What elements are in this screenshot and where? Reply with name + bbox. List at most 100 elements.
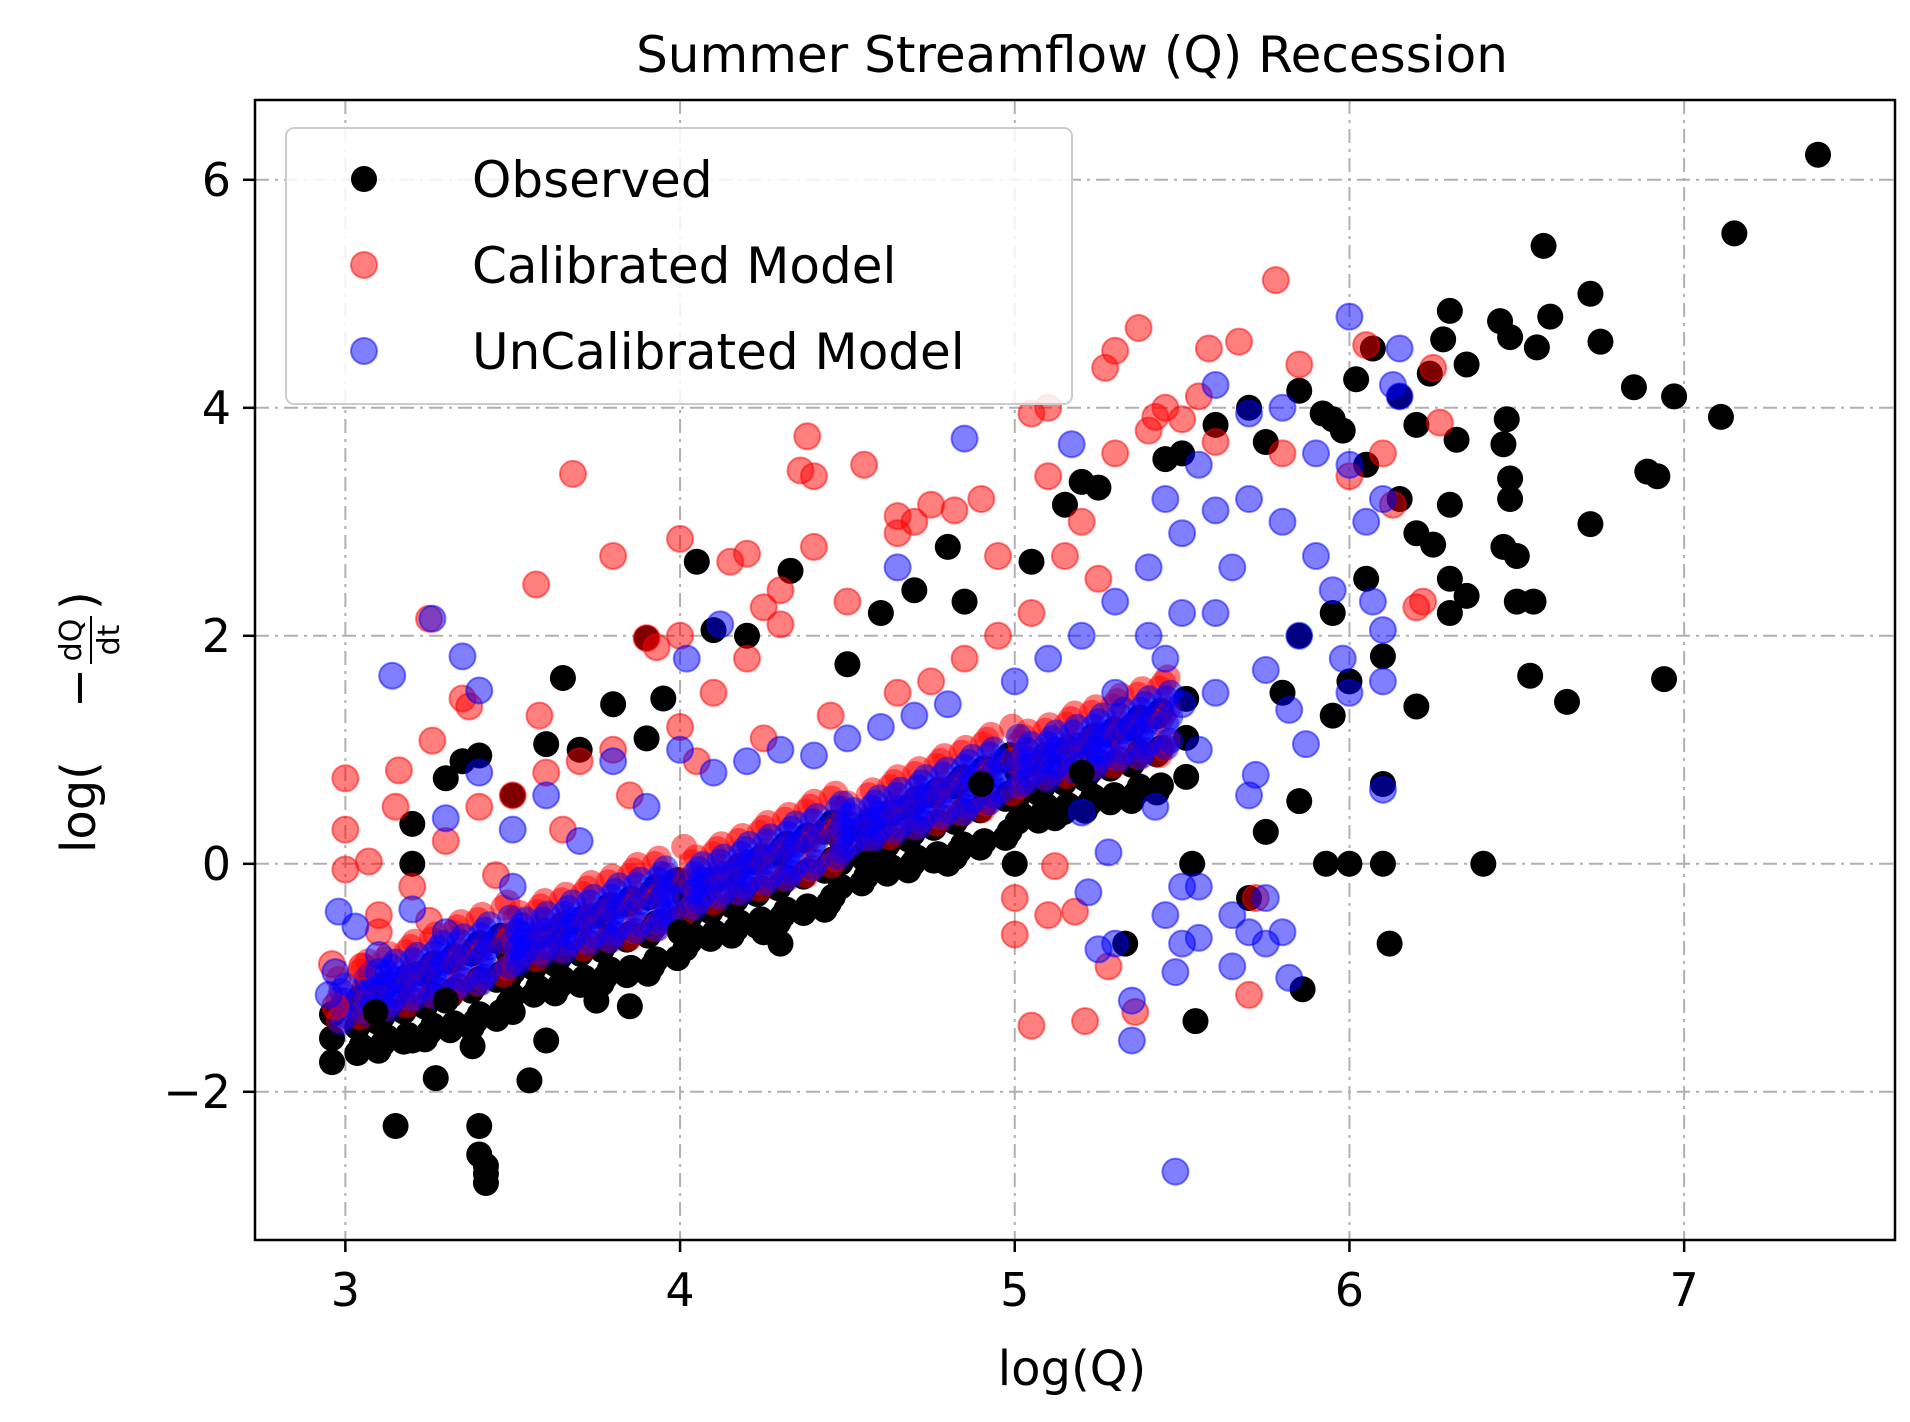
data-point bbox=[1184, 735, 1213, 764]
data-point bbox=[1051, 491, 1078, 518]
data-point bbox=[1453, 351, 1480, 378]
trend-band-point bbox=[530, 906, 557, 933]
trend-band-point bbox=[827, 873, 854, 900]
data-point bbox=[1117, 1026, 1146, 1055]
trend-band-point bbox=[1060, 719, 1087, 746]
data-point bbox=[850, 450, 879, 479]
data-point bbox=[1218, 553, 1247, 582]
trend-band-point bbox=[421, 940, 448, 967]
legend-frame bbox=[285, 127, 1073, 405]
data-point bbox=[558, 459, 587, 488]
data-point bbox=[459, 1033, 486, 1060]
data-point bbox=[1409, 587, 1438, 616]
trend-band-point bbox=[718, 922, 745, 949]
data-point bbox=[1252, 818, 1279, 845]
data-point bbox=[766, 610, 795, 639]
data-point bbox=[448, 642, 477, 671]
data-point bbox=[599, 747, 628, 776]
legend-label-observed: Observed bbox=[472, 151, 713, 209]
data-point bbox=[1241, 760, 1270, 789]
data-point bbox=[1385, 382, 1414, 411]
data-point bbox=[1490, 431, 1517, 458]
data-point bbox=[431, 918, 460, 947]
x-axis-ticks: 3 4 5 6 7 bbox=[331, 1240, 1699, 1317]
trend-band-point bbox=[883, 800, 910, 827]
data-point bbox=[1493, 406, 1520, 433]
trend-band-point bbox=[660, 868, 687, 895]
data-point bbox=[472, 1170, 499, 1196]
trend-band-point bbox=[774, 820, 801, 847]
trend-band-point bbox=[567, 971, 594, 998]
data-point bbox=[666, 735, 695, 764]
trend-band-point bbox=[728, 860, 755, 887]
trend-band-point bbox=[1118, 787, 1145, 814]
data-point bbox=[1644, 463, 1671, 490]
data-points bbox=[314, 141, 1832, 1196]
y-tick-label: 6 bbox=[202, 153, 231, 207]
data-point bbox=[432, 987, 459, 1014]
data-point bbox=[1101, 678, 1130, 707]
y-axis-label-suffix: ) bbox=[51, 591, 107, 610]
data-point bbox=[834, 651, 861, 678]
data-point bbox=[1084, 935, 1113, 964]
data-point bbox=[833, 724, 862, 753]
data-point bbox=[1034, 901, 1063, 930]
data-point bbox=[934, 850, 961, 877]
trend-band-point bbox=[597, 883, 624, 910]
data-point bbox=[1251, 884, 1280, 912]
data-point bbox=[968, 771, 995, 797]
trend-band-point bbox=[706, 884, 733, 911]
data-point bbox=[1068, 759, 1095, 786]
data-point bbox=[418, 726, 447, 755]
data-point bbox=[465, 758, 494, 787]
data-point bbox=[362, 999, 389, 1025]
data-point bbox=[883, 553, 912, 582]
data-point bbox=[1151, 644, 1180, 673]
data-point bbox=[1041, 805, 1068, 832]
trend-band-point bbox=[799, 808, 826, 835]
data-point bbox=[632, 792, 661, 821]
data-point bbox=[883, 519, 912, 548]
data-point bbox=[642, 633, 671, 662]
y-tick-label: 0 bbox=[202, 837, 231, 891]
data-point bbox=[1000, 920, 1029, 949]
data-point bbox=[1161, 1157, 1190, 1186]
trend-band-point bbox=[1127, 743, 1154, 770]
data-point bbox=[1117, 986, 1146, 1015]
data-point bbox=[384, 756, 413, 785]
data-point bbox=[532, 781, 561, 810]
data-point bbox=[1403, 693, 1430, 720]
data-point bbox=[683, 548, 710, 575]
trend-band-point bbox=[681, 861, 708, 888]
data-point bbox=[1554, 688, 1580, 715]
data-point bbox=[378, 661, 407, 690]
data-point bbox=[984, 621, 1013, 650]
data-point bbox=[1034, 462, 1063, 491]
data-point bbox=[1403, 520, 1430, 547]
trend-band-point bbox=[1081, 713, 1108, 740]
trend-band-point bbox=[551, 938, 578, 965]
data-point bbox=[733, 747, 761, 776]
data-point bbox=[1313, 850, 1340, 877]
trend-band-point bbox=[520, 981, 547, 1008]
data-point bbox=[1285, 621, 1314, 650]
data-point bbox=[1358, 587, 1387, 616]
trend-band-point bbox=[904, 774, 931, 801]
trend-band-point bbox=[623, 895, 650, 922]
data-point bbox=[525, 701, 554, 730]
data-point bbox=[749, 593, 778, 622]
trend-band-point bbox=[623, 872, 650, 899]
data-point bbox=[917, 667, 946, 696]
data-point bbox=[1430, 326, 1457, 353]
trend-band-point bbox=[446, 950, 473, 977]
trend-band-point bbox=[1034, 730, 1061, 757]
data-point bbox=[1067, 507, 1096, 536]
trend-band-point bbox=[576, 889, 603, 916]
data-point bbox=[1319, 702, 1346, 729]
legend-label-calibrated: Calibrated Model bbox=[472, 237, 896, 295]
data-point bbox=[498, 781, 527, 810]
data-point bbox=[1805, 141, 1832, 168]
trend-band-point bbox=[883, 818, 910, 845]
data-point bbox=[1084, 735, 1113, 764]
